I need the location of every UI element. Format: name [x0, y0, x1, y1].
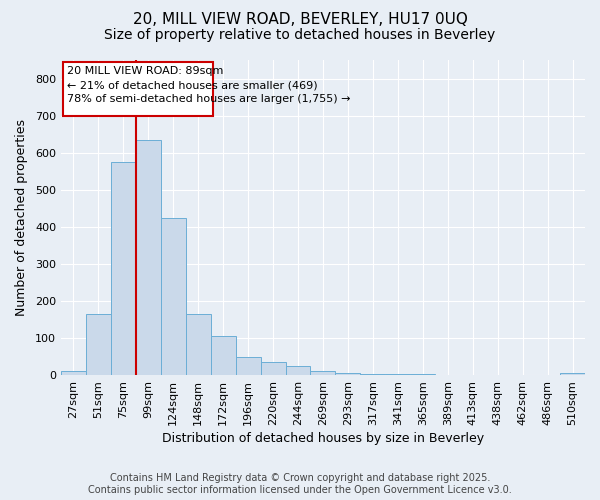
Text: Size of property relative to detached houses in Beverley: Size of property relative to detached ho…	[104, 28, 496, 42]
X-axis label: Distribution of detached houses by size in Beverley: Distribution of detached houses by size …	[162, 432, 484, 445]
Bar	[136, 140, 161, 375]
Bar	[560, 373, 585, 375]
Text: 20, MILL VIEW ROAD, BEVERLEY, HU17 0UQ: 20, MILL VIEW ROAD, BEVERLEY, HU17 0UQ	[133, 12, 467, 28]
Bar	[86, 314, 111, 375]
Bar	[260, 362, 286, 375]
Bar	[310, 372, 335, 375]
Text: Contains HM Land Registry data © Crown copyright and database right 2025.
Contai: Contains HM Land Registry data © Crown c…	[88, 474, 512, 495]
Bar	[335, 373, 361, 375]
Text: 20 MILL VIEW ROAD: 89sqm
← 21% of detached houses are smaller (469)
78% of semi-: 20 MILL VIEW ROAD: 89sqm ← 21% of detach…	[67, 66, 350, 104]
Bar	[236, 356, 260, 375]
Bar	[385, 374, 410, 375]
Bar	[161, 218, 186, 375]
Bar	[61, 372, 86, 375]
Bar	[186, 314, 211, 375]
Bar	[64, 62, 213, 116]
Bar	[286, 366, 310, 375]
Bar	[211, 336, 236, 375]
Bar	[361, 374, 385, 375]
Y-axis label: Number of detached properties: Number of detached properties	[15, 119, 28, 316]
Bar	[410, 374, 435, 375]
Bar	[111, 162, 136, 375]
